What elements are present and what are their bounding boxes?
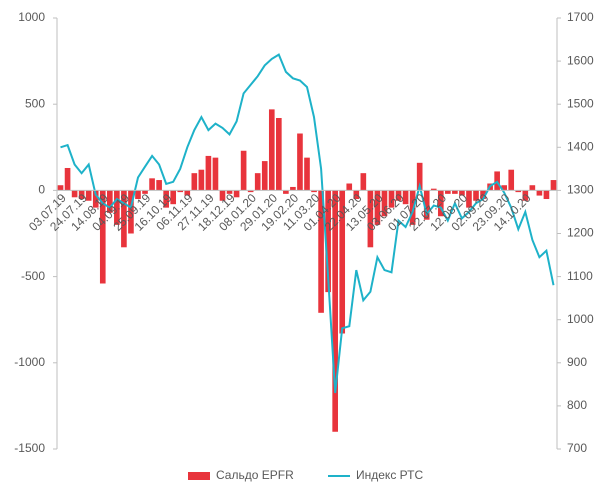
bar <box>268 109 275 191</box>
bar <box>128 190 134 234</box>
bar <box>395 190 402 201</box>
bar <box>57 185 64 191</box>
bar <box>276 117 282 191</box>
bar <box>480 190 486 200</box>
bar <box>466 190 472 208</box>
bar <box>360 173 367 191</box>
y2-tick-label: 1500 <box>567 96 594 110</box>
bar <box>198 169 205 191</box>
y-tick-label: 0 <box>38 183 45 197</box>
bar <box>114 190 120 225</box>
bar <box>78 190 85 200</box>
bar <box>92 190 99 208</box>
bar <box>529 185 536 191</box>
bar <box>332 190 338 432</box>
y-tick-label: 1000 <box>18 10 45 24</box>
bar <box>374 190 381 225</box>
bar <box>64 167 71 191</box>
bar <box>437 190 444 217</box>
bar <box>212 157 219 191</box>
bar <box>388 190 395 208</box>
bar <box>121 190 127 248</box>
bar <box>381 190 388 217</box>
bar <box>191 173 198 191</box>
bar <box>423 190 430 220</box>
y2-tick-label: 1600 <box>567 53 594 67</box>
bar <box>501 185 507 191</box>
bar <box>508 169 515 191</box>
y2-tick-label: 1700 <box>567 10 594 24</box>
bar <box>297 133 303 191</box>
bar <box>149 178 155 191</box>
legend-label: Индекс РТС <box>356 468 423 482</box>
bar <box>304 157 310 191</box>
bar <box>353 190 360 200</box>
y-tick-label: -500 <box>21 269 45 283</box>
bar <box>142 190 148 194</box>
bar <box>233 190 240 198</box>
bar <box>459 190 465 196</box>
bar <box>99 190 106 284</box>
bar <box>205 155 212 191</box>
bar <box>473 190 479 201</box>
bar <box>184 190 191 196</box>
bar <box>543 190 550 200</box>
bar <box>325 190 331 293</box>
legend-label: Сальдо EPFR <box>216 468 294 482</box>
bar <box>550 180 557 191</box>
y2-tick-label: 1100 <box>567 269 593 283</box>
bar <box>261 161 268 191</box>
bar <box>163 190 169 208</box>
bar <box>409 190 416 225</box>
y-tick-label: -1500 <box>14 441 45 455</box>
bar <box>135 190 141 200</box>
bar <box>240 150 247 191</box>
y2-tick-label: 1000 <box>567 312 594 326</box>
y-tick-label: -1000 <box>14 355 45 369</box>
y-tick-label: 500 <box>25 96 45 110</box>
bar <box>346 183 353 191</box>
bar <box>452 190 458 194</box>
bar <box>219 190 226 201</box>
line <box>60 53 555 394</box>
bar <box>367 190 374 248</box>
bar <box>156 180 162 191</box>
bar <box>290 186 296 191</box>
bar <box>71 190 78 198</box>
bar <box>536 190 543 196</box>
bar <box>85 190 92 201</box>
y2-tick-label: 1400 <box>567 139 594 153</box>
y2-tick-label: 800 <box>567 398 587 412</box>
bar <box>416 162 423 191</box>
bar <box>318 190 324 313</box>
bar <box>515 190 522 193</box>
y2-tick-label: 900 <box>567 355 587 369</box>
bar <box>170 190 177 205</box>
bar <box>107 190 113 213</box>
bar <box>283 190 289 194</box>
bar <box>177 190 184 193</box>
bar <box>339 190 346 334</box>
bar <box>430 188 437 191</box>
y2-tick-label: 1300 <box>567 183 594 197</box>
bar <box>445 190 451 194</box>
y2-tick-label: 1200 <box>567 226 594 240</box>
bar <box>254 173 261 191</box>
bar <box>247 190 254 193</box>
bar <box>311 190 317 193</box>
bar <box>402 190 409 205</box>
legend-swatch <box>188 472 210 480</box>
bar <box>226 190 233 194</box>
y2-tick-label: 700 <box>567 441 587 455</box>
bar <box>522 190 529 201</box>
